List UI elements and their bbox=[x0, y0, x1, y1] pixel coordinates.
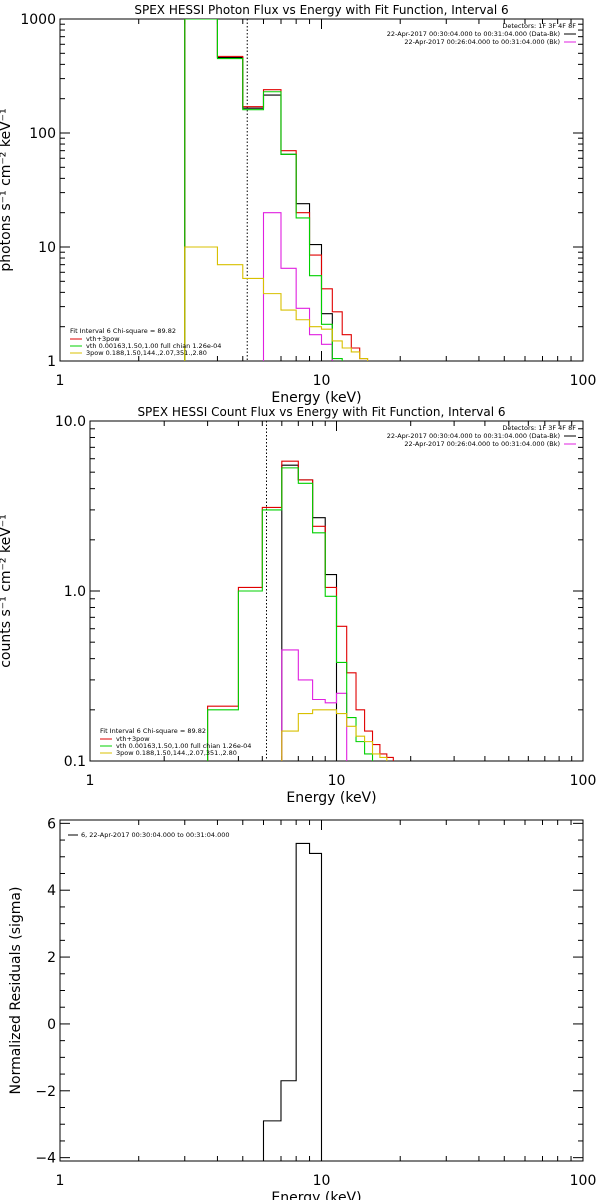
chart-title: SPEX HESSI Photon Flux vs Energy with Fi… bbox=[134, 3, 508, 17]
y-tick-label: 1.0 bbox=[64, 584, 86, 600]
y-tick-label: −4 bbox=[35, 1151, 56, 1167]
legend-entry: vth 0.00163,1.50,1.00 full chian 1.26e-0… bbox=[116, 742, 251, 750]
series-line-4 bbox=[184, 19, 343, 361]
series-line-2 bbox=[281, 649, 348, 761]
y-tick-label: 10 bbox=[38, 240, 56, 256]
series-group bbox=[207, 460, 394, 761]
legend-header: Fit Interval 6 Chi-square = 89.82 bbox=[100, 727, 206, 735]
series-line-4 bbox=[207, 467, 374, 761]
legend-entry: 22-Apr-2017 00:30:04.000 to 00:31:04.000… bbox=[387, 432, 560, 440]
legend-entry: 6, 22-Apr-2017 00:30:04.000 to 00:31:04.… bbox=[81, 831, 230, 839]
y-tick-label: 4 bbox=[47, 883, 56, 899]
x-tick-label: 1 bbox=[86, 773, 95, 789]
x-axis-label: Energy (keV) bbox=[271, 390, 361, 406]
x-axis-label: Energy (keV) bbox=[286, 790, 376, 806]
series-line-3 bbox=[207, 460, 394, 761]
legend-header: Detectors: 1F 3F 4F 8F bbox=[502, 22, 576, 30]
legend-entry: 22-Apr-2017 00:26:04.000 to 00:31:04.000… bbox=[404, 440, 560, 448]
y-tick-label: −2 bbox=[35, 1084, 56, 1100]
y-tick-label: 6 bbox=[47, 816, 56, 832]
legend-entry: vth 0.00163,1.50,1.00 full chian 1.26e-0… bbox=[86, 342, 221, 350]
x-tick-label: 1 bbox=[56, 1173, 65, 1189]
series-group bbox=[262, 842, 333, 1161]
y-tick-label: 2 bbox=[47, 950, 56, 966]
y-tick-label: 100 bbox=[29, 126, 56, 142]
series-group bbox=[184, 19, 369, 361]
legend-entry: 22-Apr-2017 00:26:04.000 to 00:31:04.000… bbox=[404, 38, 560, 46]
legend-entry: vth+3pow bbox=[116, 735, 150, 743]
series-line-1 bbox=[184, 19, 333, 361]
y-tick-label: 10.0 bbox=[55, 414, 86, 430]
y-tick-label: 1000 bbox=[20, 12, 56, 28]
series-line-1 bbox=[281, 464, 338, 761]
y-axis-label: Normalized Residuals (sigma) bbox=[8, 887, 24, 1095]
x-tick-label: 100 bbox=[570, 773, 597, 789]
legend-header: Fit Interval 6 Chi-square = 89.82 bbox=[70, 327, 176, 335]
x-tick-label: 1 bbox=[56, 373, 65, 389]
legend-entry: 22-Apr-2017 00:30:04.000 to 00:31:04.000… bbox=[387, 30, 560, 38]
chart-title: SPEX HESSI Count Flux vs Energy with Fit… bbox=[137, 405, 505, 419]
series-line-5 bbox=[281, 709, 388, 761]
x-tick-label: 100 bbox=[570, 373, 597, 389]
chart-panel-1: 1 10 100 1 10 100 1000 SPEX HESSI Photon Flux v… bbox=[0, 3, 596, 406]
y-axis-label: counts s⁻¹ cm⁻² keV⁻¹ bbox=[0, 514, 14, 668]
x-tick-label: 10 bbox=[328, 773, 346, 789]
legend-entry: vth+3pow bbox=[86, 335, 120, 343]
series-line-2 bbox=[262, 212, 333, 361]
legend-entry: 3pow 0.188,1.50,144.,2.07,351.,2.80 bbox=[86, 349, 207, 357]
y-axis-label: photons s⁻¹ cm⁻² keV⁻¹ bbox=[0, 108, 14, 271]
y-tick-label: 0 bbox=[47, 1017, 56, 1033]
x-axis-label: Energy (keV) bbox=[271, 1190, 361, 1200]
series-line-5 bbox=[184, 246, 369, 361]
x-tick-label: 10 bbox=[313, 1173, 331, 1189]
legend-entry: 3pow 0.188,1.50,144.,2.07,351.,2.80 bbox=[116, 749, 237, 757]
chart-panel-2: 1 10 100 0.1 1.0 10.0 SPEX HESSI Count Flux vs… bbox=[0, 405, 596, 806]
y-tick-label: 1 bbox=[47, 354, 56, 370]
series-line-1 bbox=[262, 842, 333, 1161]
y-tick-label: 0.1 bbox=[64, 754, 86, 770]
series-line-3 bbox=[184, 19, 369, 361]
chart-panel-3: 1 10 100 −4 −2 0 2 4 6 Energy (keV) Normalized Res… bbox=[8, 816, 596, 1200]
x-tick-label: 10 bbox=[313, 373, 331, 389]
legend-header: Detectors: 1F 3F 4F 8F bbox=[502, 424, 576, 432]
x-tick-label: 100 bbox=[570, 1173, 597, 1189]
